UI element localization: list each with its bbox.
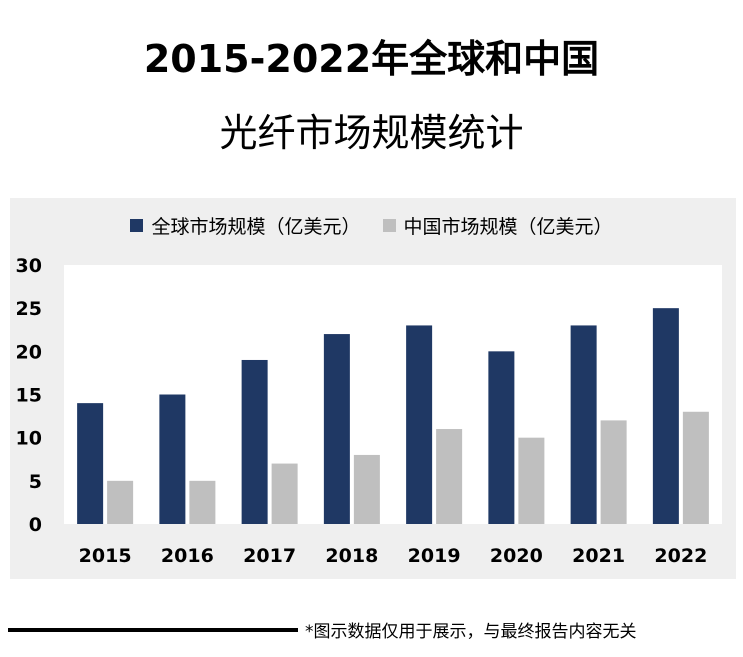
bar-global	[488, 351, 515, 524]
x-tick-label: 2019	[408, 545, 461, 567]
legend-swatch-global	[130, 218, 144, 232]
x-tick-label: 2021	[572, 545, 625, 567]
x-tick-label: 2015	[79, 545, 132, 567]
bar-china	[682, 411, 709, 524]
chart-title-line2: 光纤市场规模统计	[219, 111, 524, 155]
x-tick-label: 2022	[654, 545, 707, 567]
bar-global	[406, 325, 433, 524]
bar-china	[189, 480, 216, 524]
chart-title-line1: 2015-2022年全球和中国	[143, 37, 600, 81]
footer-divider	[8, 628, 298, 632]
y-tick-label: 25	[16, 298, 42, 320]
bar-global	[241, 359, 268, 524]
y-tick-label: 0	[29, 514, 42, 536]
legend-swatch-china	[382, 218, 396, 232]
legend-label-china: 中国市场规模（亿美元）	[403, 215, 613, 238]
bar-china	[353, 454, 380, 524]
bar-china	[436, 429, 463, 524]
bar-global	[652, 308, 679, 524]
bar-global	[77, 403, 104, 524]
legend-label-global: 全球市场规模（亿美元）	[151, 215, 361, 238]
y-tick-label: 20	[16, 341, 42, 363]
bar-global	[570, 325, 597, 524]
x-tick-label: 2016	[161, 545, 214, 567]
y-tick-label: 30	[16, 255, 42, 277]
bar-global	[323, 334, 350, 524]
bar-global	[159, 394, 186, 524]
bar-china	[518, 437, 545, 524]
x-tick-label: 2018	[325, 545, 378, 567]
legend: 全球市场规模（亿美元） 中国市场规模（亿美元）	[0, 212, 743, 238]
legend-item-china: 中国市场规模（亿美元）	[382, 212, 613, 239]
bar-china	[107, 480, 134, 524]
footnote: *图示数据仅用于展示，与最终报告内容无关	[305, 622, 637, 642]
x-tick-label: 2017	[243, 545, 296, 567]
legend-item-global: 全球市场规模（亿美元）	[130, 212, 361, 239]
y-tick-label: 10	[16, 428, 42, 450]
x-tick-label: 2020	[490, 545, 543, 567]
bar-china	[600, 420, 627, 524]
y-tick-label: 15	[16, 385, 42, 407]
y-tick-label: 5	[29, 471, 42, 493]
bar-china	[271, 463, 298, 524]
